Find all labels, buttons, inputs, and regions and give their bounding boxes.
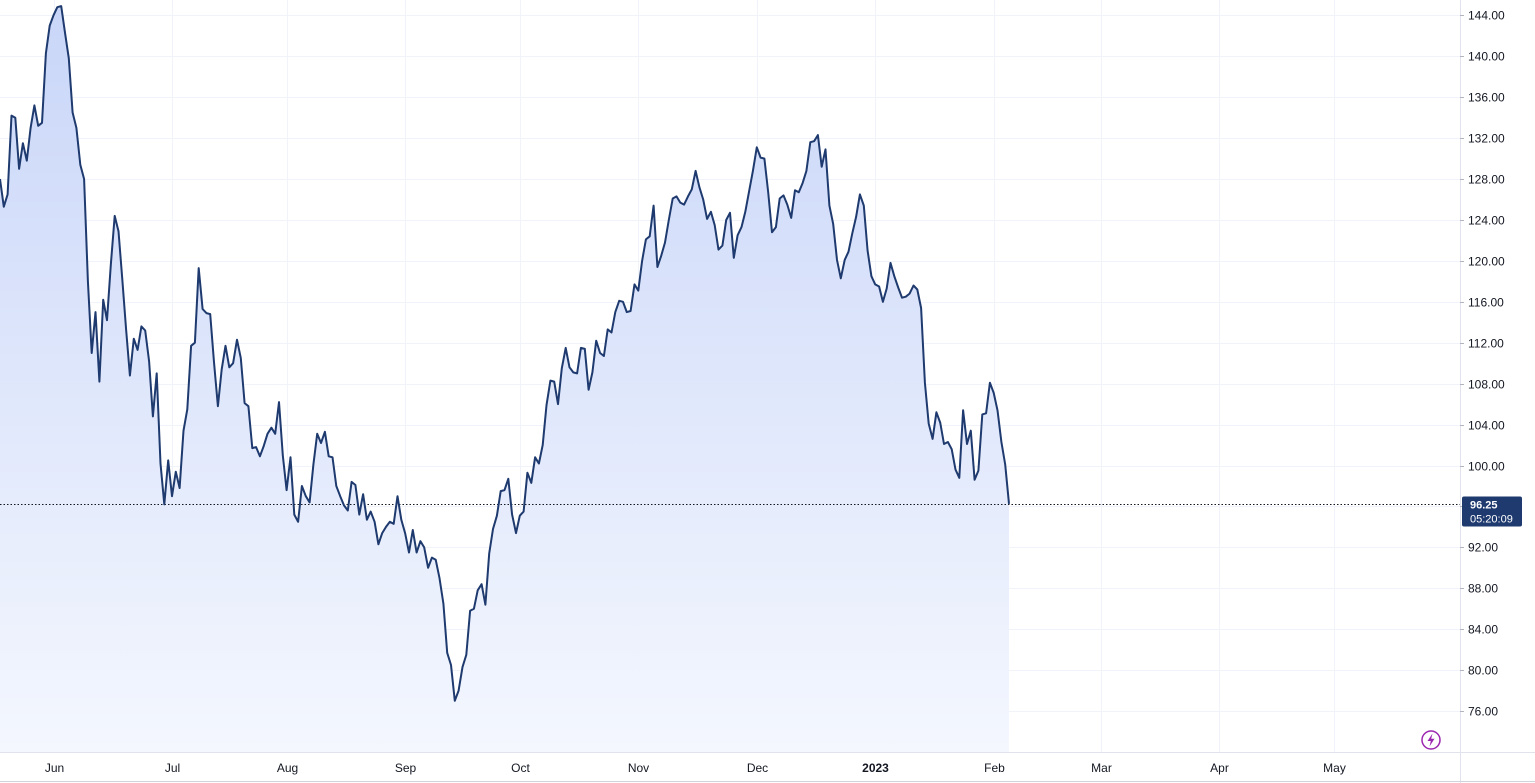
lightning-icon[interactable] — [1421, 730, 1441, 750]
y-tick-label: 140.00 — [1468, 50, 1505, 64]
x-tick: Jul — [165, 761, 180, 775]
y-tick: 128.00 — [1460, 173, 1505, 187]
y-tick: 88.00 — [1460, 582, 1498, 596]
y-tick-label: 104.00 — [1468, 419, 1505, 433]
y-tick-label: 116.00 — [1468, 296, 1504, 310]
y-tick: 92.00 — [1460, 541, 1498, 555]
y-tick: 100.00 — [1460, 460, 1505, 474]
y-tick-label: 120.00 — [1468, 255, 1505, 269]
x-tick-label: 2023 — [862, 761, 889, 775]
y-tick-label: 144.00 — [1468, 9, 1505, 23]
x-tick: Dec — [747, 761, 768, 775]
x-tick-label: Oct — [511, 761, 530, 775]
y-tick: 112.00 — [1460, 337, 1504, 351]
x-tick: 2023 — [862, 761, 889, 775]
x-tick: Aug — [277, 761, 298, 775]
x-tick-label: Nov — [628, 761, 649, 775]
y-tick-label: 112.00 — [1468, 337, 1504, 351]
y-tick: 140.00 — [1460, 50, 1505, 64]
x-tick-label: Dec — [747, 761, 768, 775]
y-tick-label: 136.00 — [1468, 91, 1505, 105]
y-tick-label: 108.00 — [1468, 378, 1505, 392]
last-price-badge-background — [1462, 496, 1522, 527]
y-tick: 120.00 — [1460, 255, 1505, 269]
y-tick-label: 132.00 — [1468, 132, 1505, 146]
x-tick-label: Sep — [395, 761, 417, 775]
x-tick: Apr — [1210, 761, 1229, 775]
price-area-fill — [0, 6, 1009, 753]
x-tick: Mar — [1091, 761, 1112, 775]
x-tick: Nov — [628, 761, 649, 775]
y-tick-label: 128.00 — [1468, 173, 1505, 187]
y-tick: 104.00 — [1460, 419, 1505, 433]
last-price-countdown: 05:20:09 — [1470, 514, 1513, 526]
y-tick: 144.00 — [1460, 9, 1505, 23]
y-tick: 80.00 — [1460, 664, 1498, 678]
y-tick-label: 76.00 — [1468, 705, 1498, 719]
y-tick: 108.00 — [1460, 378, 1505, 392]
y-tick-label: 84.00 — [1468, 623, 1498, 637]
y-tick-label: 124.00 — [1468, 214, 1505, 228]
x-tick-label: Jul — [165, 761, 180, 775]
y-tick: 124.00 — [1460, 214, 1505, 228]
x-tick-label: Apr — [1210, 761, 1229, 775]
x-tick: Feb — [984, 761, 1005, 775]
x-tick-label: Aug — [277, 761, 298, 775]
y-tick: 76.00 — [1460, 705, 1498, 719]
price-axis[interactable]: 144.00 140.00 136.00 132.00 128.00 124.00 120.… — [1460, 9, 1505, 719]
y-tick-label: 92.00 — [1468, 541, 1498, 555]
y-tick: 136.00 — [1460, 91, 1505, 105]
x-tick-label: Mar — [1091, 761, 1112, 775]
time-axis[interactable]: Jun Jul Aug Sep Oct Nov Dec 2023 Feb Mar Apr May — [45, 761, 1346, 775]
y-tick: 132.00 — [1460, 132, 1505, 146]
x-tick-label: Feb — [984, 761, 1005, 775]
y-tick: 84.00 — [1460, 623, 1498, 637]
x-tick: May — [1323, 761, 1346, 775]
x-tick-label: May — [1323, 761, 1346, 775]
y-tick: 116.00 — [1460, 296, 1504, 310]
last-price-badge: 96.25 05:20:09 — [1462, 496, 1522, 527]
y-tick-label: 100.00 — [1468, 460, 1505, 474]
x-tick: Sep — [395, 761, 417, 775]
last-price-value: 96.25 — [1470, 500, 1498, 512]
y-tick-label: 88.00 — [1468, 582, 1498, 596]
price-line — [0, 5, 1010, 702]
x-tick-label: Jun — [45, 761, 64, 775]
x-tick: Oct — [511, 761, 530, 775]
x-tick: Jun — [45, 761, 64, 775]
y-tick-label: 80.00 — [1468, 664, 1498, 678]
